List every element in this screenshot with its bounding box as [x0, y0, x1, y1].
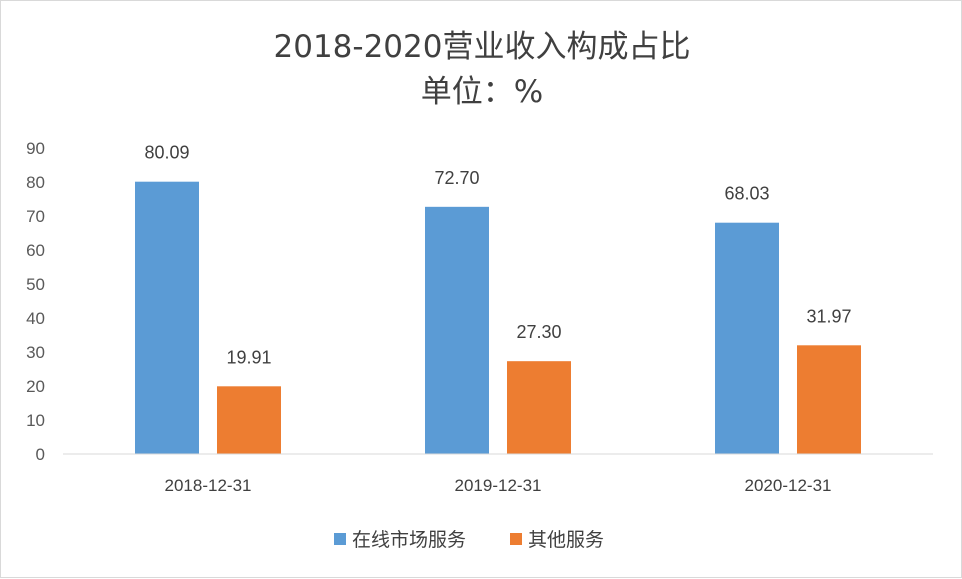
y-tick-label: 20 [26, 377, 45, 396]
bars: 80.09 19.91 72.70 27.30 68.03 31.97 [135, 143, 861, 454]
y-tick-label: 80 [26, 173, 45, 192]
data-label: 27.30 [516, 322, 561, 342]
y-tick-label: 30 [26, 343, 45, 362]
chart-subtitle: 单位：% [421, 74, 543, 110]
y-tick-label: 10 [26, 411, 45, 430]
x-tick-label: 2019-12-31 [455, 476, 542, 495]
data-label: 80.09 [144, 143, 189, 163]
chart-title: 2018-2020营业收入构成占比 [274, 29, 691, 65]
y-tick-label: 40 [26, 309, 45, 328]
legend-swatch [510, 533, 522, 545]
bar-online-market [135, 181, 199, 454]
x-axis: 2018-12-31 2019-12-31 2020-12-31 [63, 453, 933, 495]
y-tick-label: 60 [26, 241, 45, 260]
data-label: 68.03 [724, 184, 769, 204]
bar-other-services [507, 361, 571, 454]
x-tick-label: 2020-12-31 [745, 476, 832, 495]
x-tick-label: 2018-12-31 [165, 476, 252, 495]
legend: 在线市场服务 其他服务 [334, 529, 604, 551]
data-label: 72.70 [434, 168, 479, 188]
y-tick-label: 90 [26, 139, 45, 158]
data-label: 31.97 [806, 306, 851, 326]
bar-other-services [797, 345, 861, 454]
data-label: 19.91 [226, 347, 271, 367]
y-axis: 0 10 20 30 40 50 60 70 80 90 [26, 139, 45, 464]
bar-other-services [217, 386, 281, 454]
legend-swatch [334, 533, 346, 545]
bar-online-market [425, 206, 489, 454]
y-tick-label: 0 [36, 445, 45, 464]
y-tick-label: 70 [26, 207, 45, 226]
bar-online-market [715, 222, 779, 454]
legend-label: 其他服务 [528, 529, 604, 551]
legend-label: 在线市场服务 [352, 529, 466, 551]
y-tick-label: 50 [26, 275, 45, 294]
